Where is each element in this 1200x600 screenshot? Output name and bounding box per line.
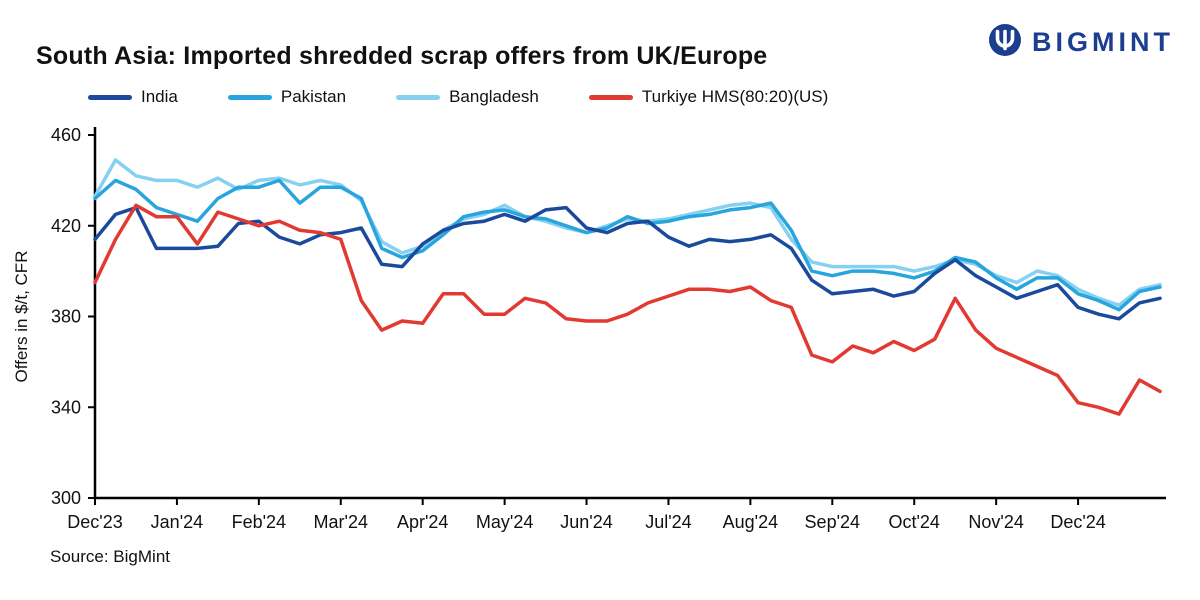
- legend-swatch-turkiye: [588, 94, 633, 100]
- x-tick-label: Sep'24: [805, 512, 861, 532]
- chart-area: 300 340 380 420 460 Dec'23 Jan'24 Feb'24 Mar'24 A…: [0, 113, 1200, 543]
- series-line-pakistan: [93, 178, 1162, 312]
- y-tick-label: 300: [51, 488, 81, 508]
- chart-legend: India Pakistan Bangladesh Turkiye HMS(80…: [88, 87, 1200, 107]
- series-line-turkiye-hms-80-20-us: [93, 203, 1162, 416]
- x-tick-label: Feb'24: [232, 512, 286, 532]
- legend-label-india: India: [141, 87, 178, 106]
- y-tick-label: 420: [51, 216, 81, 236]
- x-tick-label: Jun'24: [560, 512, 612, 532]
- chart-title: South Asia: Imported shredded scrap offe…: [36, 42, 768, 70]
- x-tick-label: Jul'24: [645, 512, 691, 532]
- x-tick-label: Oct'24: [888, 512, 939, 532]
- x-tick-label: May'24: [476, 512, 533, 532]
- y-axis-title: Offers in $/t, CFR: [12, 251, 31, 383]
- y-tick-label: 340: [51, 397, 81, 417]
- bigmint-logo-text: BIGMINT: [1032, 27, 1174, 57]
- y-tick-label: 460: [51, 125, 81, 145]
- x-tick-label: Jan'24: [151, 512, 203, 532]
- legend-swatch-bangladesh: [396, 94, 441, 100]
- legend-item-india: India: [88, 87, 178, 107]
- x-tick-label: Dec'24: [1050, 512, 1105, 532]
- y-tick-label: 380: [51, 307, 81, 327]
- legend-label-turkiye: Turkiye HMS(80:20)(US): [641, 87, 829, 106]
- legend-label-bangladesh: Bangladesh: [449, 87, 539, 106]
- x-tick-label: Dec'23: [67, 512, 122, 532]
- legend-label-pakistan: Pakistan: [280, 87, 347, 106]
- series-line-bangladesh: [93, 158, 1162, 307]
- series-line-india: [93, 205, 1162, 321]
- source-note: Source: BigMint: [50, 547, 170, 566]
- bigmint-logo-icon: [987, 22, 1023, 63]
- bigmint-logo: BIGMINT: [987, 22, 1174, 63]
- legend-item-pakistan: Pakistan: [227, 87, 347, 107]
- line-chart: 300 340 380 420 460 Dec'23 Jan'24 Feb'24 Mar'24 A…: [12, 125, 1166, 532]
- x-tick-label: Mar'24: [314, 512, 368, 532]
- x-tick-label: Nov'24: [968, 512, 1023, 532]
- x-tick-label: Apr'24: [397, 512, 448, 532]
- legend-swatch-pakistan: [227, 94, 272, 100]
- legend-item-bangladesh: Bangladesh: [396, 87, 539, 107]
- x-tick-label: Aug'24: [723, 512, 779, 532]
- legend-swatch-india: [88, 94, 132, 100]
- header: South Asia: Imported shredded scrap offe…: [0, 0, 1200, 71]
- legend-item-turkiye: Turkiye HMS(80:20)(US): [588, 87, 829, 107]
